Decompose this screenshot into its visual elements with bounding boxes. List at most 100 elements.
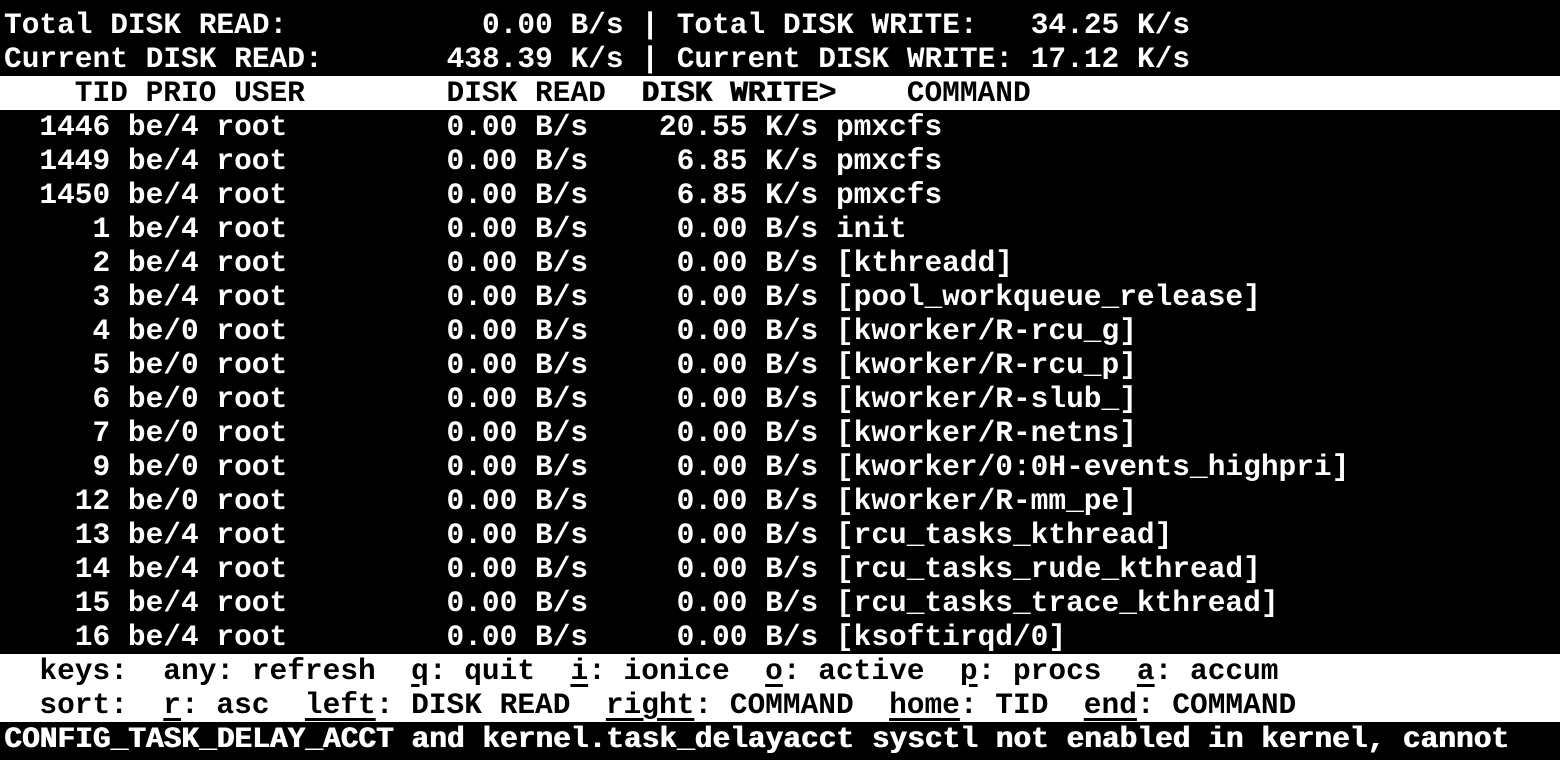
cell-command: pmxcfs xyxy=(835,144,943,178)
column-header-command: COMMAND xyxy=(906,76,1031,110)
cell-prio: be/4 xyxy=(127,246,199,280)
cell-read: 0.00 B/s xyxy=(446,246,589,280)
process-row: 3 be/4 root 0.00 B/s 0.00 B/s [pool_workqueue… xyxy=(0,280,1560,314)
cell-write: 0.00 B/s xyxy=(676,246,819,280)
help-line-keys: keys: any: refresh q: quit i: ionice o: acti… xyxy=(0,654,1560,688)
total-disk-read-label: Total DISK READ: xyxy=(4,8,288,42)
cell-tid: 13 xyxy=(74,518,111,552)
cell-write: 0.00 B/s xyxy=(676,586,819,620)
cell-prio: be/4 xyxy=(127,620,199,654)
help-item: r: asc xyxy=(163,688,269,722)
help-item: a: accum xyxy=(1137,654,1279,688)
cell-tid: 9 xyxy=(92,450,111,484)
cell-user: root xyxy=(216,314,288,348)
summary-separator: | xyxy=(641,8,659,42)
help-key: q xyxy=(411,654,429,688)
cell-command: [kworker/R-slub_] xyxy=(835,382,1137,416)
cell-prio: be/0 xyxy=(127,348,199,382)
process-row: 13 be/4 root 0.00 B/s 0.00 B/s [rcu_tasks_kth… xyxy=(0,518,1560,552)
cell-prio: be/0 xyxy=(127,450,199,484)
cell-prio: be/4 xyxy=(127,110,199,144)
cell-read: 0.00 B/s xyxy=(446,416,589,450)
help-desc: : quit xyxy=(428,654,536,688)
process-row: 15 be/4 root 0.00 B/s 0.00 B/s [rcu_tasks_tra… xyxy=(0,586,1560,620)
cell-tid: 1 xyxy=(92,212,111,246)
help-key: home xyxy=(889,688,960,722)
cell-tid: 4 xyxy=(92,314,111,348)
cell-write: 6.85 K/s xyxy=(676,144,819,178)
process-row: 1 be/4 root 0.00 B/s 0.00 B/s init xyxy=(0,212,1560,246)
help-key: a xyxy=(1136,654,1155,688)
help-key: left xyxy=(304,688,376,722)
cell-command: [kworker/0:0H-events_highpri] xyxy=(835,450,1350,484)
current-disk-write-label: Current DISK WRITE: xyxy=(676,42,1014,76)
current-disk-write-value: 17.12 K/s xyxy=(1030,42,1191,76)
cell-read: 0.00 B/s xyxy=(446,280,589,314)
process-row: 7 be/0 root 0.00 B/s 0.00 B/s [kworker/R-netn… xyxy=(0,416,1560,450)
help-key: p xyxy=(959,654,978,688)
cell-command: [kthreadd] xyxy=(835,246,1013,280)
cell-user: root xyxy=(216,110,288,144)
cell-write: 0.00 B/s xyxy=(676,416,819,450)
cell-write: 0.00 B/s xyxy=(676,382,819,416)
cell-read: 0.00 B/s xyxy=(446,178,589,212)
cell-tid: 15 xyxy=(74,586,111,620)
help-desc: : accum xyxy=(1154,654,1279,688)
process-row: 14 be/4 root 0.00 B/s 0.00 B/s [rcu_tasks_rud… xyxy=(0,552,1560,586)
help-item: left: DISK READ xyxy=(305,688,571,722)
cell-tid: 12 xyxy=(74,484,111,518)
cell-tid: 16 xyxy=(74,620,111,654)
cell-tid: 1449 xyxy=(39,144,111,178)
help-key: o xyxy=(765,654,783,688)
status-message: CONFIG_TASK_DELAY_ACCT and kernel.task_d… xyxy=(0,722,1560,756)
cell-tid: 3 xyxy=(92,280,111,314)
cell-user: root xyxy=(216,484,288,518)
help-label: sort: xyxy=(39,688,128,722)
cell-write: 0.00 B/s xyxy=(676,348,819,382)
cell-user: root xyxy=(216,382,288,416)
help-item: o: active xyxy=(765,654,924,688)
cell-read: 0.00 B/s xyxy=(446,382,589,416)
cell-command: [rcu_tasks_kthread] xyxy=(835,518,1173,552)
current-disk-read-label: Current DISK READ: xyxy=(4,42,323,76)
cell-user: root xyxy=(216,178,288,212)
cell-user: root xyxy=(216,552,288,586)
cell-read: 0.00 B/s xyxy=(446,314,589,348)
cell-write: 0.00 B/s xyxy=(676,212,819,246)
cell-read: 0.00 B/s xyxy=(446,110,589,144)
cell-write: 0.00 B/s xyxy=(676,280,819,314)
total-disk-write-value: 34.25 K/s xyxy=(1030,8,1191,42)
current-disk-read-value: 438.39 K/s xyxy=(446,42,624,76)
column-header-prio: PRIO xyxy=(145,76,217,110)
total-disk-write-label: Total DISK WRITE: xyxy=(676,8,978,42)
help-item: end: COMMAND xyxy=(1084,688,1296,722)
help-item: home: TID xyxy=(889,688,1048,722)
process-row: 2 be/4 root 0.00 B/s 0.00 B/s [kthreadd] xyxy=(0,246,1560,280)
cell-command: [kworker/R-mm_pe] xyxy=(835,484,1137,518)
cell-user: root xyxy=(216,416,288,450)
process-row: 1446 be/4 root 0.00 B/s 20.55 K/s pmxcfs xyxy=(0,110,1560,144)
cell-prio: be/4 xyxy=(127,552,199,586)
help-key: r xyxy=(163,688,181,722)
cell-user: root xyxy=(216,144,288,178)
summary-line-current: Current DISK READ: 438.39 K/s | Current … xyxy=(0,42,1560,76)
cell-command: [rcu_tasks_trace_kthread] xyxy=(835,586,1279,620)
cell-read: 0.00 B/s xyxy=(446,450,589,484)
help-item: q: quit xyxy=(411,654,535,688)
process-row: 4 be/0 root 0.00 B/s 0.00 B/s [kworker/R-rcu_… xyxy=(0,314,1560,348)
cell-prio: be/4 xyxy=(127,518,199,552)
process-rows: 1446 be/4 root 0.00 B/s 20.55 K/s pmxcfs 1449 b… xyxy=(0,110,1560,654)
help-label: keys: xyxy=(39,654,128,688)
cell-write: 0.00 B/s xyxy=(676,552,819,586)
cell-prio: be/0 xyxy=(127,484,199,518)
help-desc: : COMMAND xyxy=(694,688,854,722)
cell-command: [kworker/R-rcu_g] xyxy=(835,314,1137,348)
process-row: 12 be/0 root 0.00 B/s 0.00 B/s [kworker/R-mm_… xyxy=(0,484,1560,518)
table-header-row: TID PRIO USER DISK READ DISK WRITE> COMM… xyxy=(0,76,1560,110)
cell-command: pmxcfs xyxy=(835,178,943,212)
cell-user: root xyxy=(216,450,288,484)
total-disk-read-value: 0.00 B/s xyxy=(481,8,624,42)
summary-separator: | xyxy=(641,42,659,76)
cell-command: [pool_workqueue_release] xyxy=(835,280,1261,314)
